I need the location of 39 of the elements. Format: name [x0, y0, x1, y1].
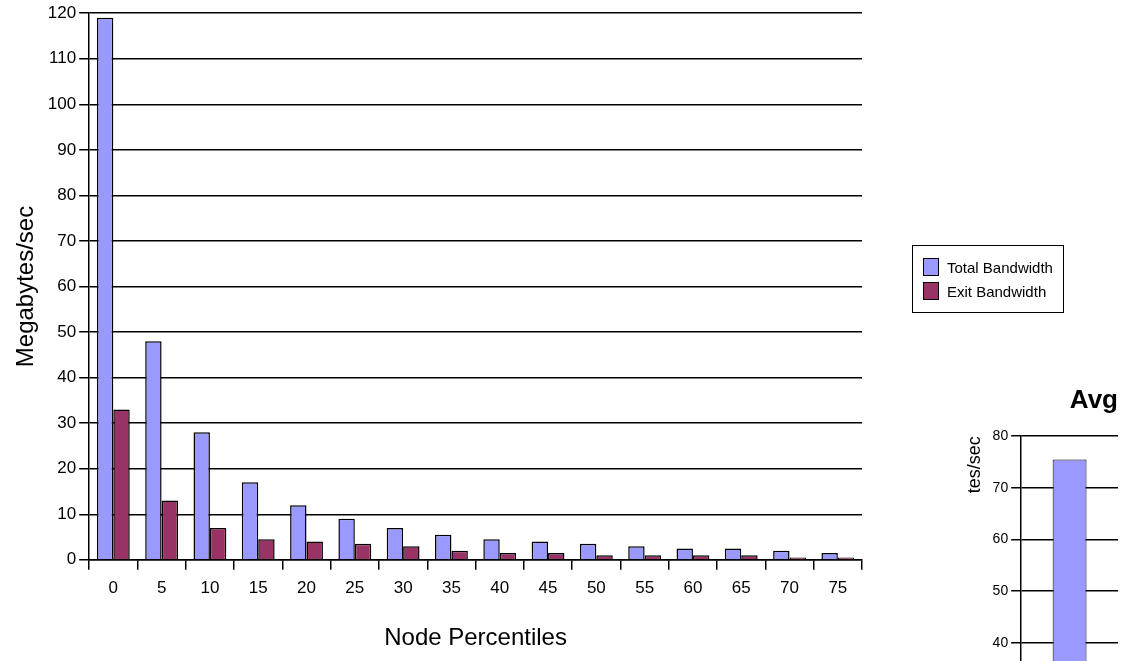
y-tick-label: 80	[992, 427, 1009, 444]
y-tick-label: 80	[57, 185, 77, 205]
y-tick-label: 100	[47, 93, 77, 113]
y-axis-title: tes/sec	[963, 436, 984, 494]
legend-label: Total Bandwidth	[947, 258, 1053, 276]
x-tick-label: 40	[490, 577, 510, 597]
x-tick-label: 0	[108, 577, 119, 597]
y-tick-label: 70	[57, 230, 77, 250]
x-tick-label: 75	[828, 577, 848, 597]
y-tick-label: 10	[57, 503, 77, 523]
x-tick-label: 60	[683, 577, 703, 597]
y-tick-label: 30	[57, 412, 77, 432]
y-tick-label: 20	[57, 458, 77, 478]
y-tick-label: 60	[992, 530, 1009, 547]
y-tick-label: 40	[992, 633, 1009, 650]
y-axis-title: Megabytes/sec	[11, 205, 39, 368]
x-axis-title: Node Percentiles	[384, 623, 567, 651]
x-tick-label: 25	[345, 577, 365, 597]
x-tick-label: 10	[200, 577, 220, 597]
x-tick-label: 30	[393, 577, 413, 597]
legend-label: Exit Bandwidth	[947, 282, 1047, 300]
y-tick-label: 110	[49, 48, 77, 68]
x-tick-label: 5	[156, 577, 167, 597]
x-tick-label: 45	[538, 577, 558, 597]
y-tick-label: 70	[992, 478, 1009, 495]
y-tick-label: 50	[57, 321, 77, 341]
x-tick-label: 70	[780, 577, 800, 597]
y-tick-label: 120	[47, 2, 77, 22]
x-tick-label: 55	[635, 577, 655, 597]
x-tick-label: 50	[586, 577, 606, 597]
y-tick-label: 0	[66, 549, 77, 569]
chart-title: Avg	[1069, 383, 1118, 414]
y-tick-label: 90	[57, 139, 77, 159]
x-tick-label: 15	[248, 577, 268, 597]
y-tick-label: 60	[57, 276, 77, 296]
x-tick-label: 35	[441, 577, 461, 597]
y-tick-label: 40	[57, 367, 77, 387]
x-tick-label: 20	[297, 577, 316, 597]
x-tick-label: 65	[731, 577, 751, 597]
